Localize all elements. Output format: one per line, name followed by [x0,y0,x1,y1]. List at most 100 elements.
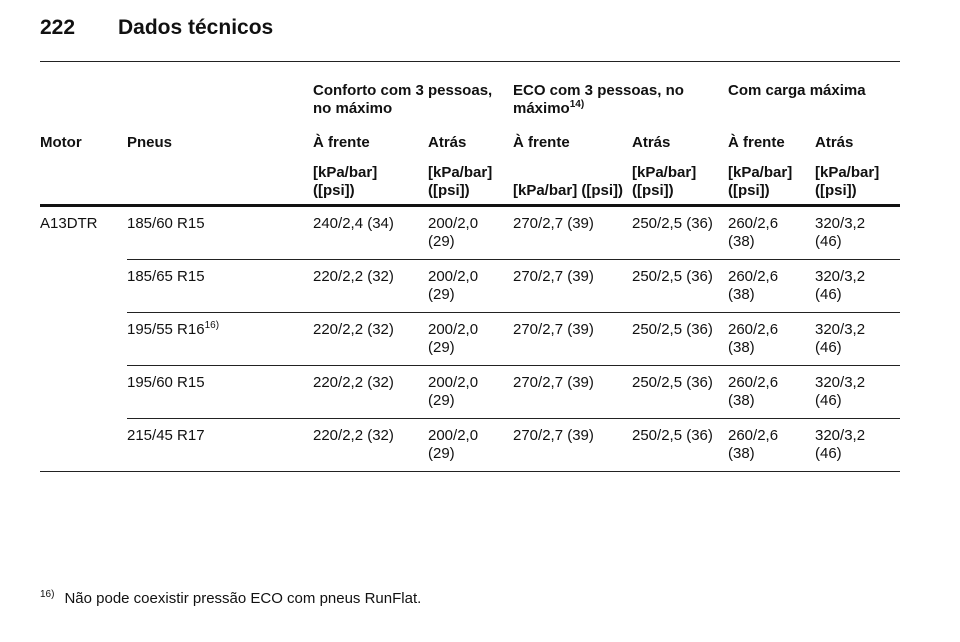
tire-cell: 195/60 R15 [127,365,313,419]
unit-label: [kPa/bar] ([psi]) [632,164,697,199]
tire-size: 195/60 R15 [127,374,205,391]
pressure-value: 220/2,2 (32) [313,321,394,338]
pressure-cell: 270/2,7 (39) [513,418,632,472]
column-header: Motor [40,134,82,151]
pressure-cell: 240/2,4 (34) [313,205,428,260]
tire-cell: 195/55 R1616) [127,312,313,366]
unit-header: [kPa/bar] ([psi]) [728,164,815,207]
tire-size: 185/65 R15 [127,268,205,285]
pressure-value: 270/2,7 (39) [513,321,594,338]
column-header: À frente [313,134,370,151]
group-header-row: Conforto com 3 pessoas, no máximo ECO com… [40,82,900,134]
group-header-label: ECO com 3 pessoas, no máximo [513,82,684,117]
tire-size: 195/55 R16 [127,321,205,338]
pressure-cell: 260/2,6 (38) [728,259,815,313]
pressure-cell: 270/2,7 (39) [513,312,632,366]
header: 222 Dados técnicos [40,16,273,40]
pressure-cell: 320/3,2 (46) [815,259,900,313]
pressure-cell: 260/2,6 (38) [728,418,815,472]
page-number: 222 [40,16,76,39]
motor-cell: A13DTR [40,205,127,472]
pressure-value: 260/2,6 (38) [728,268,779,303]
pressure-cell: 250/2,5 (36) [632,259,728,313]
pressure-value: 200/2,0 (29) [428,321,479,356]
column-header: Atrás [428,134,467,151]
pressure-value: 250/2,5 (36) [632,215,713,232]
pressure-cell: 250/2,5 (36) [632,205,728,260]
unit-label: [kPa/bar] ([psi]) [313,164,378,199]
pressure-cell: 320/3,2 (46) [815,365,900,419]
pressure-value: 200/2,0 (29) [428,215,479,250]
unit-header: [kPa/bar] ([psi]) [428,164,513,207]
pressure-cell: 320/3,2 (46) [815,418,900,472]
pressure-cell: 220/2,2 (32) [313,259,428,313]
unit-header: [kPa/bar] ([psi]) [313,164,428,207]
unit-header: [kPa/bar] ([psi]) [513,164,632,207]
pressure-value: 320/3,2 (46) [815,427,866,462]
header-rule [40,61,900,62]
empty-cell [40,164,313,207]
pressure-value: 260/2,6 (38) [728,321,779,356]
table-body: A13DTR 185/60 R15 240/2,4 (34) 200/2,0 (29)… [40,205,900,472]
column-header: À frente [728,134,785,151]
group-header-text: ECO com 3 pessoas, no máximo14) [513,82,698,118]
pressure-value: 260/2,6 (38) [728,374,779,409]
pressure-value: 320/3,2 (46) [815,321,866,356]
pressure-cell: 200/2,0 (29) [428,205,513,260]
pressure-value: 240/2,4 (34) [313,215,394,232]
pressure-value: 320/3,2 (46) [815,215,866,250]
footnote-mark: 16) [40,589,55,600]
tire-size: 185/60 R15 [127,215,205,232]
note-ref: 16) [204,320,220,331]
pressure-value: 220/2,2 (32) [313,427,394,444]
tire-cell: 185/65 R15 [127,259,313,313]
pressure-value: 200/2,0 (29) [428,427,479,462]
pressure-cell: 270/2,7 (39) [513,259,632,313]
unit-label: [kPa/bar] ([psi]) [513,182,624,199]
pressure-cell: 220/2,2 (32) [313,312,428,366]
pressure-cell: 220/2,2 (32) [313,365,428,419]
pressure-cell: 200/2,0 (29) [428,365,513,419]
units-row: [kPa/bar] ([psi]) [kPa/bar] ([psi]) [kPa/b… [40,164,900,207]
unit-label: [kPa/bar] ([psi]) [815,164,880,199]
table-row: 195/60 R15 220/2,2 (32) 200/2,0 (29) 270/2,… [40,365,900,419]
footnote: 16) Não pode coexistir pressão ECO com pn… [40,589,421,608]
pressure-value: 270/2,7 (39) [513,215,594,232]
column-header: À frente [513,134,570,151]
tire-size: 215/45 R17 [127,427,205,444]
pressure-cell: 200/2,0 (29) [428,312,513,366]
unit-header: [kPa/bar] ([psi]) [632,164,728,207]
pressure-value: 200/2,0 (29) [428,374,479,409]
group-header-text: Com carga máxima [728,82,913,100]
pressure-cell: 250/2,5 (36) [632,312,728,366]
pressure-cell: 260/2,6 (38) [728,365,815,419]
group-header: Conforto com 3 pessoas, no máximo [313,82,513,134]
pressure-table: Conforto com 3 pessoas, no máximo ECO com… [40,82,900,472]
pressure-value: 270/2,7 (39) [513,427,594,444]
pressure-cell: 200/2,0 (29) [428,259,513,313]
table-row: 215/45 R17 220/2,2 (32) 200/2,0 (29) 270/2,… [40,418,900,472]
pressure-cell: 250/2,5 (36) [632,365,728,419]
pressure-cell: 270/2,7 (39) [513,205,632,260]
column-header-row: Motor Pneus À frente Atrás À frente Atrás À fr… [40,134,900,164]
table-head: Conforto com 3 pessoas, no máximo ECO com… [40,82,900,207]
group-header: ECO com 3 pessoas, no máximo14) [513,82,728,134]
column-header: Pneus [127,134,173,151]
pressure-value: 220/2,2 (32) [313,268,394,285]
unit-label: [kPa/bar] ([psi]) [728,164,793,199]
pressure-value: 320/3,2 (46) [815,374,866,409]
pressure-value: 250/2,5 (36) [632,427,713,444]
table-row: A13DTR 185/60 R15 240/2,4 (34) 200/2,0 (29)… [40,205,900,472]
group-header-label: Com carga máxima [728,82,866,99]
pressure-value: 250/2,5 (36) [632,374,713,391]
pressure-cell: 200/2,0 (29) [428,418,513,472]
empty-cell [40,82,313,134]
pressure-cell: 220/2,2 (32) [313,418,428,472]
pressure-value: 200/2,0 (29) [428,268,479,303]
page-title: Dados técnicos [118,16,274,39]
pressure-value: 320/3,2 (46) [815,268,866,303]
group-header-text: Conforto com 3 pessoas, no máximo [313,82,498,118]
pressure-value: 260/2,6 (38) [728,215,779,250]
tire-cell: 185/60 R15 [127,205,313,260]
